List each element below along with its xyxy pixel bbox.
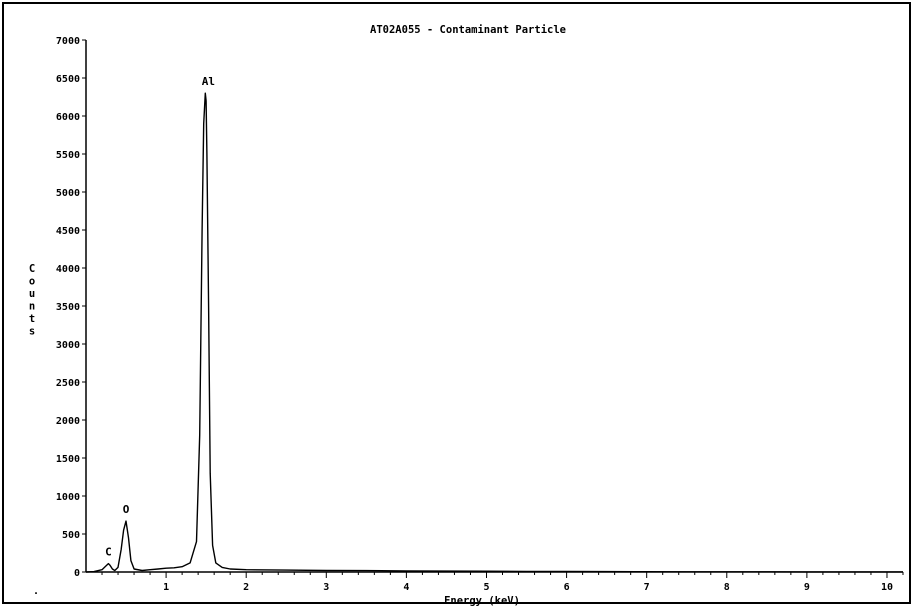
x-tick-label: 10	[881, 582, 893, 593]
y-tick-label: 2000	[56, 416, 80, 427]
peak-label-c: C	[105, 546, 112, 559]
y-axis-title-char: n	[29, 301, 35, 313]
x-tick-label: 9	[804, 582, 810, 593]
peak-annotations: C O Al	[105, 75, 215, 558]
y-tick-label: 1500	[56, 454, 80, 465]
x-axis-title: Energy (keV)	[444, 595, 520, 607]
y-axis-title-char: u	[29, 288, 35, 300]
corner-mark: .	[33, 586, 39, 597]
x-tick-label: 2	[243, 582, 249, 593]
chart-title: AT02A055 - Contaminant Particle	[370, 24, 566, 36]
peak-label-o: O	[123, 503, 130, 516]
y-tick-label: 2500	[56, 378, 80, 389]
x-tick-label: 8	[724, 582, 730, 593]
x-tick-label: 7	[644, 582, 650, 593]
y-tick-label: 4000	[56, 264, 80, 275]
peak-label-al: Al	[202, 75, 215, 88]
y-tick-label: 500	[62, 530, 80, 541]
x-tick-label: 4	[403, 582, 409, 593]
y-axis-title-char: t	[29, 313, 35, 325]
y-tick-label: 5500	[56, 150, 80, 161]
y-tick-label: 0	[74, 568, 80, 579]
x-ticks: 1 2 3 4 5 6 7 8 9 10	[101, 572, 904, 593]
spectrum-line	[85, 92, 903, 573]
x-tick-label: 1	[163, 582, 169, 593]
y-tick-label: 1000	[56, 492, 80, 503]
y-tick-label: 7000	[56, 36, 80, 47]
y-ticks: 0 500 1000 1500 2000 2500 3000 3500 4000 4500 5000…	[56, 36, 86, 579]
x-tick-label: 3	[323, 582, 329, 593]
y-axis-title-char: s	[29, 326, 35, 338]
y-tick-label: 6000	[56, 112, 80, 123]
chart-frame	[2, 2, 911, 604]
y-tick-label: 3000	[56, 340, 80, 351]
y-axis-title-char: C	[29, 263, 35, 275]
y-axis-title-char: o	[29, 276, 35, 288]
y-tick-label: 3500	[56, 302, 80, 313]
y-tick-label: 5000	[56, 188, 80, 199]
y-tick-label: 4500	[56, 226, 80, 237]
x-tick-label: 6	[564, 582, 570, 593]
x-tick-label: 5	[483, 582, 489, 593]
spectrum-series	[85, 92, 903, 573]
y-tick-label: 6500	[56, 74, 80, 85]
